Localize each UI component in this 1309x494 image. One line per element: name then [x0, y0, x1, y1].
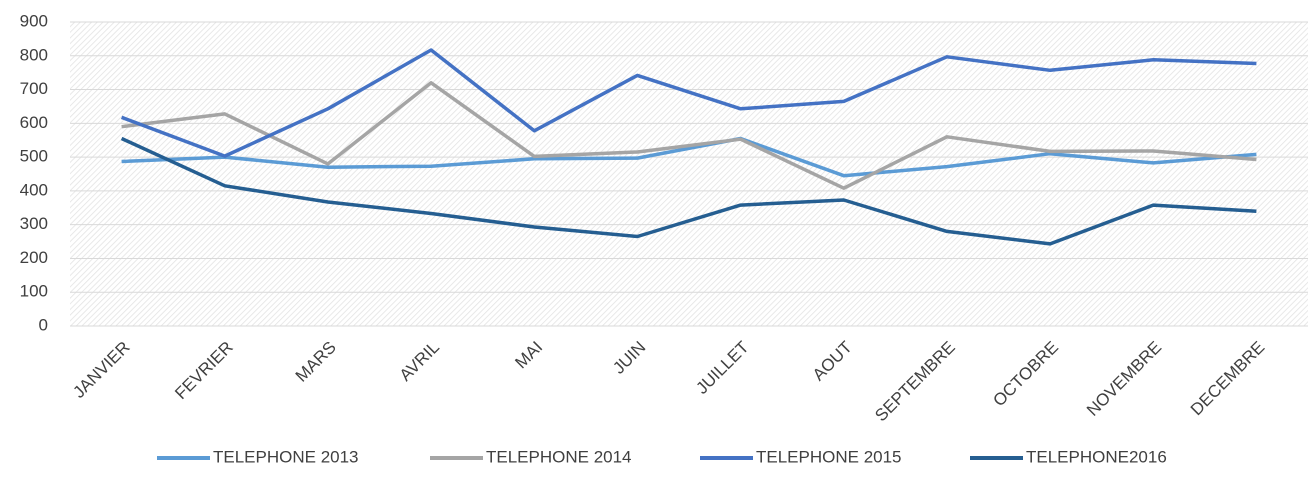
y-tick-label: 600: [20, 113, 48, 132]
series-line: [121, 136, 1257, 178]
y-tick-label: 700: [20, 79, 48, 98]
x-tick-label: AOUT: [809, 338, 856, 385]
y-tick-label: 500: [20, 147, 48, 166]
series-line: [121, 81, 1257, 190]
x-tick-label: JUIN: [609, 338, 649, 378]
legend-label: TELEPHONE 2013: [213, 447, 359, 466]
x-tick-label: JUILLET: [692, 338, 752, 398]
x-tick-label: SEPTEMBRE: [871, 338, 959, 426]
legend-label: TELEPHONE 2014: [486, 447, 632, 466]
y-tick-label: 400: [20, 180, 48, 199]
y-tick-label: 800: [20, 45, 48, 64]
y-tick-label: 300: [20, 214, 48, 233]
y-tick-label: 200: [20, 248, 48, 267]
x-tick-label: OCTOBRE: [989, 338, 1062, 411]
plot-area: [70, 22, 1308, 326]
x-tick-label: DECEMBRE: [1187, 338, 1269, 420]
y-tick-label: 0: [39, 315, 48, 334]
legend-label: TELEPHONE 2015: [756, 447, 902, 466]
x-tick-label: NOVEMBRE: [1083, 338, 1165, 420]
x-tick-label: MARS: [292, 338, 340, 386]
x-tick-label: MAI: [511, 338, 546, 373]
x-tick-label: AVRIL: [396, 338, 443, 385]
y-tick-label: 900: [20, 11, 48, 30]
x-tick-label: JANVIER: [69, 338, 133, 402]
series-line: [120, 136, 1257, 246]
series-line: [120, 48, 1257, 158]
legend-label: TELEPHONE2016: [1026, 447, 1167, 466]
x-tick-label: FEVRIER: [171, 338, 237, 404]
y-tick-label: 100: [20, 282, 48, 301]
